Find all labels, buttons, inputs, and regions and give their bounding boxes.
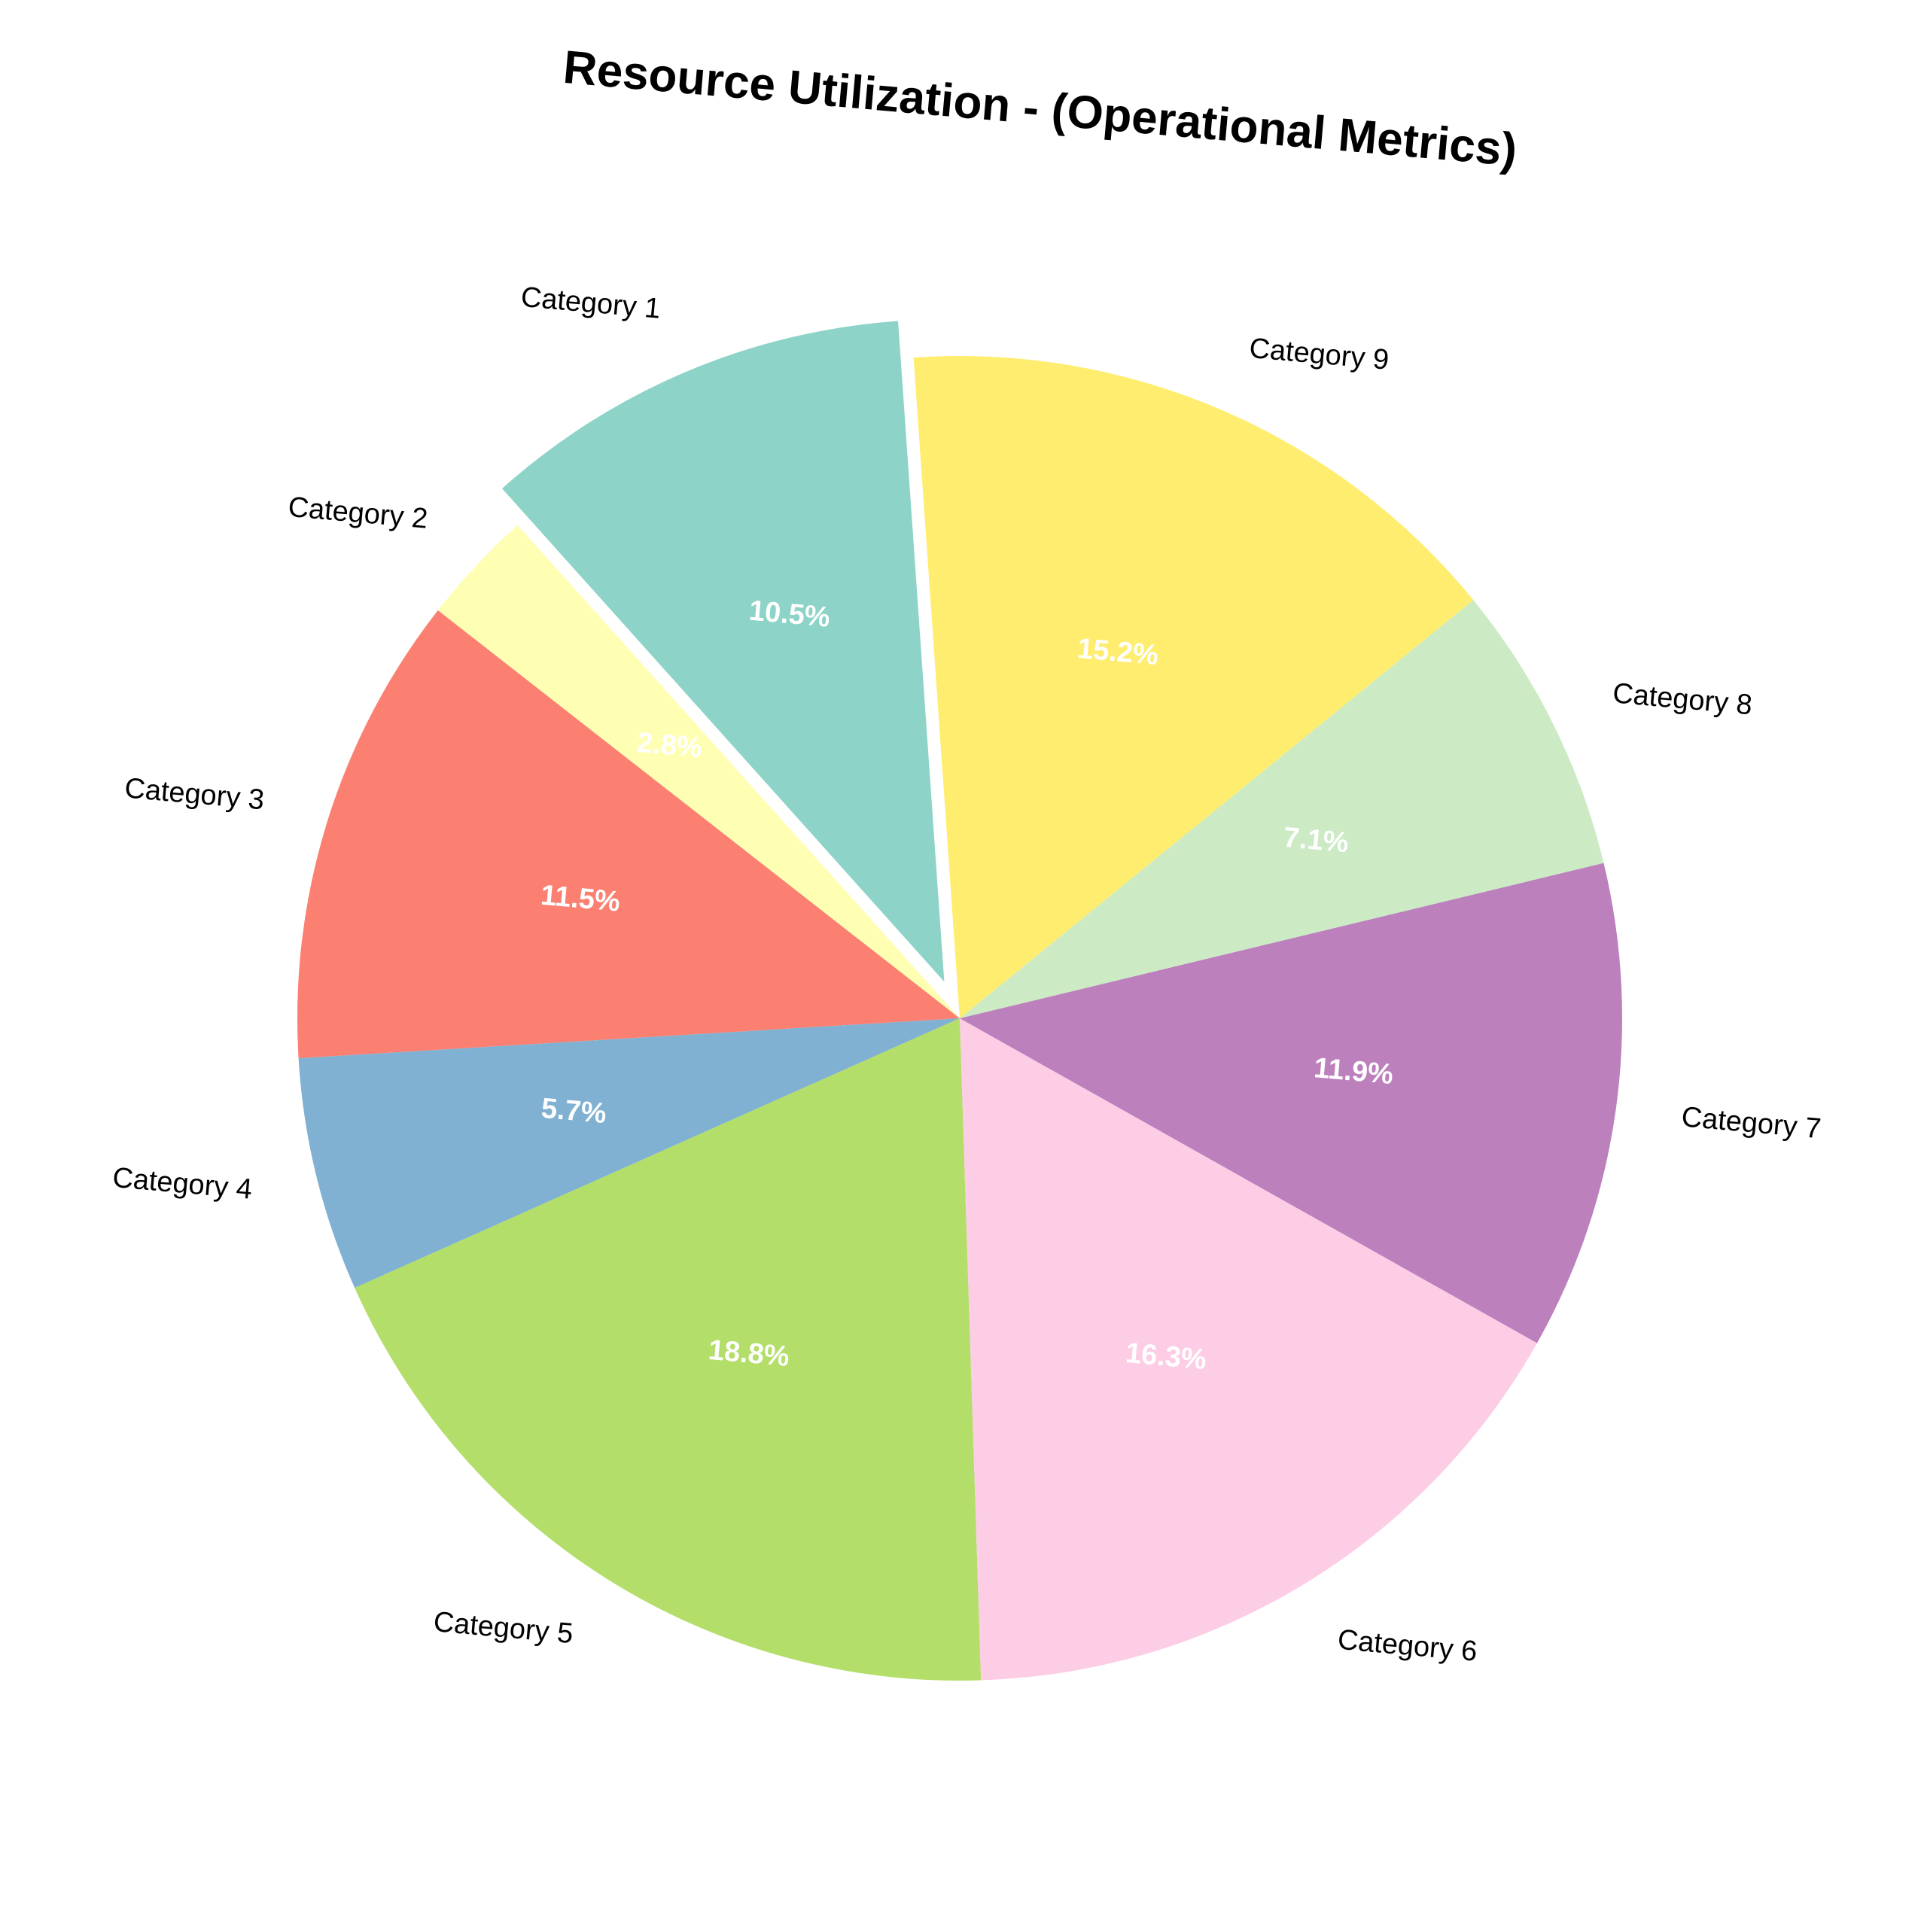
pie-slice-5: [355, 1018, 982, 1681]
pie-slices: [297, 321, 1622, 1681]
category-label-8: Category 8: [1612, 677, 1754, 721]
percentage-label-4: 5.7%: [540, 1093, 607, 1130]
pie-slice-1: [502, 321, 945, 982]
percentage-label-9: 15.2%: [1076, 633, 1159, 671]
pie-slice-3: [297, 610, 960, 1059]
percentage-label-8: 7.1%: [1282, 822, 1350, 859]
category-label-1: Category 1: [519, 281, 662, 325]
category-label-3: Category 3: [123, 772, 266, 816]
percentage-label-1: 10.5%: [747, 595, 831, 634]
category-label-6: Category 6: [1336, 1624, 1478, 1668]
pie-slice-7: [960, 863, 1622, 1343]
category-label-9: Category 9: [1248, 333, 1390, 376]
category-label-5: Category 5: [432, 1606, 574, 1650]
pie-slice-4: [298, 1018, 960, 1289]
percentage-label-6: 16.3%: [1124, 1337, 1207, 1376]
category-label-4: Category 4: [111, 1162, 254, 1206]
chart-title: Resource Utilization - (Operational Metr…: [562, 41, 1519, 177]
pie-slice-2: [437, 525, 960, 1018]
pie-slice-8: [960, 600, 1604, 1018]
percentage-label-2: 2.8%: [636, 727, 704, 764]
pie-slice-9: [913, 355, 1474, 1018]
category-label-7: Category 7: [1680, 1101, 1822, 1145]
category-label-2: Category 2: [287, 491, 429, 535]
percentage-label-5: 18.8%: [707, 1334, 790, 1373]
pie-labels: Category 1 10.5% Category 2 2.8% Category 3 1…: [111, 281, 1822, 1668]
pie-slice-6: [960, 1018, 1537, 1681]
percentage-label-7: 11.9%: [1313, 1052, 1395, 1091]
percentage-label-3: 11.5%: [540, 880, 622, 918]
